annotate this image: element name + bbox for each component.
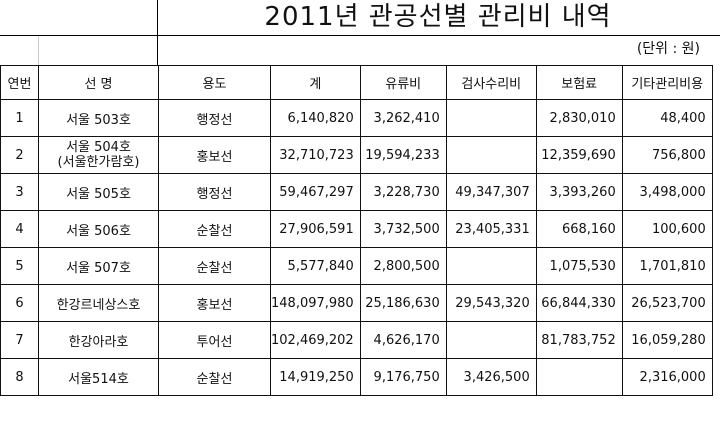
- cell-no: 8: [0, 358, 39, 396]
- cell-insurance: 2,830,010: [535, 99, 623, 137]
- cell-other: 26,523,700: [621, 284, 713, 322]
- cell-repair: 49,347,307: [445, 173, 537, 211]
- cell-repair: [445, 99, 537, 137]
- col-header-name: 선 명: [38, 65, 159, 100]
- cell-name: 한강아라호: [38, 321, 159, 359]
- table-row: 2 서울 504호 (서울한가람호) 홍보선 32,710,723 19,594…: [0, 136, 713, 174]
- cell-other: 100,600: [621, 210, 713, 248]
- cell-insurance: [535, 358, 623, 396]
- cell-no: 4: [0, 210, 39, 248]
- cell-total: 27,906,591: [270, 210, 361, 248]
- cell-other: 756,800: [621, 136, 713, 174]
- cell-repair: 3,426,500: [445, 358, 537, 396]
- cell-no: 5: [0, 247, 39, 285]
- cell-total: 59,467,297: [270, 173, 361, 211]
- cell-other: 2,316,000: [621, 358, 713, 396]
- cell-use: 순찰선: [158, 210, 271, 248]
- cell-repair: [445, 247, 537, 285]
- cell-fuel: 9,176,750: [359, 358, 447, 396]
- cell-no: 1: [0, 99, 39, 137]
- cell-no: 7: [0, 321, 39, 359]
- cell-total: 102,469,202: [270, 321, 361, 359]
- col-header-total: 계: [270, 65, 361, 100]
- gridline: [38, 35, 39, 65]
- cell-name: 서울 506호: [38, 210, 159, 248]
- cell-fuel: 25,186,630: [359, 284, 447, 322]
- cell-fuel: 3,262,410: [359, 99, 447, 137]
- cell-fuel: 3,228,730: [359, 173, 447, 211]
- cell-name: 서울514호: [38, 358, 159, 396]
- cell-no: 6: [0, 284, 39, 322]
- cell-insurance: 81,783,752: [535, 321, 623, 359]
- col-header-repair: 검사수리비: [445, 65, 537, 100]
- col-header-insurance: 보험료: [535, 65, 623, 100]
- cell-other: 3,498,000: [621, 173, 713, 211]
- table-row: 3 서울 505호 행정선 59,467,297 3,228,730 49,34…: [0, 173, 713, 211]
- cell-other: 1,701,810: [621, 247, 713, 285]
- table-row: 8 서울514호 순찰선 14,919,250 9,176,750 3,426,…: [0, 358, 713, 396]
- cell-total: 14,919,250: [270, 358, 361, 396]
- table-row: 5 서울 507호 순찰선 5,577,840 2,800,500 1,075,…: [0, 247, 713, 285]
- cell-other: 16,059,280: [621, 321, 713, 359]
- cell-use: 투어선: [158, 321, 271, 359]
- col-header-use: 용도: [158, 65, 271, 100]
- cell-total: 5,577,840: [270, 247, 361, 285]
- cell-insurance: 12,359,690: [535, 136, 623, 174]
- table-row: 6 한강르네상스호 홍보선 148,097,980 25,186,630 29,…: [0, 284, 713, 322]
- cell-name: 서울 504호 (서울한가람호): [38, 136, 159, 174]
- cell-name: 한강르네상스호: [38, 284, 159, 322]
- cell-no: 3: [0, 173, 39, 211]
- cell-name: 서울 507호: [38, 247, 159, 285]
- col-header-other: 기타관리비용: [621, 65, 713, 100]
- cell-no: 2: [0, 136, 39, 174]
- cell-use: 행정선: [158, 99, 271, 137]
- cost-table: 연번 선 명 용도 계 유류비 검사수리비 보험료 기타관리비용 1 서울 50…: [0, 65, 713, 396]
- cell-repair: [445, 136, 537, 174]
- cell-total: 148,097,980: [270, 284, 361, 322]
- cell-fuel: 2,800,500: [359, 247, 447, 285]
- cell-other: 48,400: [621, 99, 713, 137]
- cell-fuel: 4,626,170: [359, 321, 447, 359]
- cell-use: 홍보선: [158, 284, 271, 322]
- page-title: 2011년 관공선별 관리비 내역: [264, 2, 612, 32]
- cell-insurance: 66,844,330: [535, 284, 623, 322]
- cell-name-line2: (서울한가람호): [57, 155, 140, 170]
- table-row: 4 서울 506호 순찰선 27,906,591 3,732,500 23,40…: [0, 210, 713, 248]
- cell-repair: 23,405,331: [445, 210, 537, 248]
- unit-note: (단위 : 원): [636, 41, 700, 57]
- cell-total: 32,710,723: [270, 136, 361, 174]
- cell-insurance: 1,075,530: [535, 247, 623, 285]
- cell-total: 6,140,820: [270, 99, 361, 137]
- cell-fuel: 19,594,233: [359, 136, 447, 174]
- cell-insurance: 3,393,260: [535, 173, 623, 211]
- cell-insurance: 668,160: [535, 210, 623, 248]
- cell-repair: 29,543,320: [445, 284, 537, 322]
- cell-fuel: 3,732,500: [359, 210, 447, 248]
- cell-use: 순찰선: [158, 247, 271, 285]
- cell-name-line1: 서울 504호: [66, 140, 131, 155]
- cell-use: 행정선: [158, 173, 271, 211]
- table-row: 1 서울 503호 행정선 6,140,820 3,262,410 2,830,…: [0, 99, 713, 137]
- cell-name: 서울 503호: [38, 99, 159, 137]
- col-header-no: 연번: [0, 65, 39, 100]
- cell-name: 서울 505호: [38, 173, 159, 211]
- col-header-fuel: 유류비: [359, 65, 447, 100]
- title-underline: [0, 35, 720, 36]
- table-row: 7 한강아라호 투어선 102,469,202 4,626,170 81,783…: [0, 321, 713, 359]
- cell-use: 홍보선: [158, 136, 271, 174]
- header-row: 연번 선 명 용도 계 유류비 검사수리비 보험료 기타관리비용: [0, 65, 713, 100]
- cell-use: 순찰선: [158, 358, 271, 396]
- title-left-border: [157, 0, 158, 65]
- cell-repair: [445, 321, 537, 359]
